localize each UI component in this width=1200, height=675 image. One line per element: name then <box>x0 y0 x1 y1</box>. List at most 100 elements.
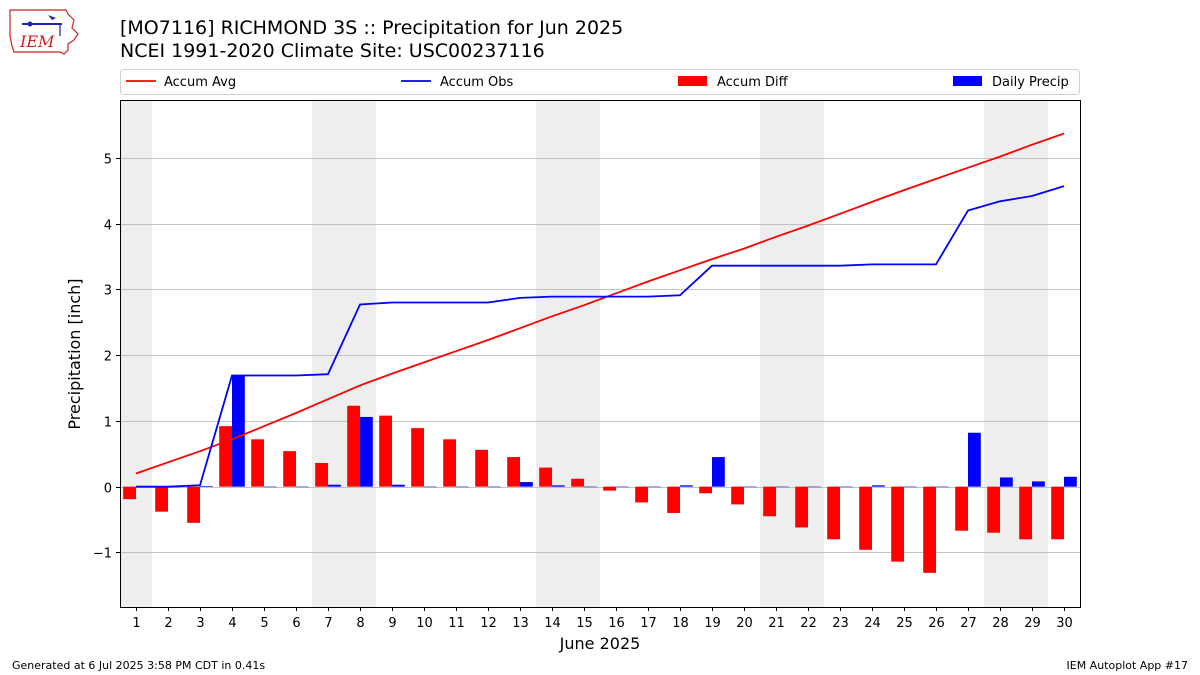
accum-diff-bar <box>443 439 456 487</box>
daily-precip-bar <box>872 485 885 487</box>
accum-diff-bar <box>379 415 392 487</box>
x-tick-label: 2 <box>164 616 172 631</box>
x-tick-label: 1 <box>132 616 140 631</box>
weekend-shading <box>120 100 1048 607</box>
y-tick-label: 1 <box>104 416 112 431</box>
accum-diff-bar <box>923 486 936 573</box>
accum-diff-bar <box>795 486 808 528</box>
accum-diff-bar <box>507 457 520 487</box>
x-tick-label: 14 <box>544 616 561 631</box>
daily-precip-bar <box>648 486 661 488</box>
daily-precip-bar <box>520 482 533 487</box>
daily-precip-bar <box>1064 476 1077 487</box>
accum-diff-bar <box>699 486 712 494</box>
y-tick-label: 4 <box>104 219 112 234</box>
accum-diff-bar <box>891 486 904 562</box>
x-tick-label: 28 <box>992 616 1009 631</box>
chart-title: [MO7116] RICHMOND 3S :: Precipitation fo… <box>120 17 624 39</box>
daily-precip-bar <box>360 416 373 487</box>
x-tick-label: 23 <box>832 616 849 631</box>
daily-precip-bar <box>296 486 309 488</box>
daily-precip-bar <box>1032 481 1045 487</box>
daily-precip-bar <box>808 486 821 488</box>
daily-precip-bar <box>712 457 725 487</box>
chart-subtitle: NCEI 1991-2020 Climate Site: USC00237116 <box>120 40 545 62</box>
legend-swatch-accum-diff <box>678 76 707 86</box>
y-axis-label: Precipitation [inch] <box>65 278 84 429</box>
x-tick-label: 10 <box>416 616 433 631</box>
x-tick-label: 4 <box>228 616 236 631</box>
y-tick-label: 3 <box>104 284 112 299</box>
accum-diff-bar <box>123 486 136 500</box>
plot-frame <box>120 100 1081 608</box>
x-tick-label: 19 <box>704 616 721 631</box>
daily-precip-bar <box>328 484 341 487</box>
x-tick-label: 24 <box>864 616 881 631</box>
daily-precip-bar <box>1000 477 1013 487</box>
accum-diff-bar <box>763 486 776 517</box>
y-tick-label: 5 <box>104 153 112 168</box>
x-tick-label: 15 <box>576 616 593 631</box>
x-tick-label: 17 <box>640 616 657 631</box>
legend-label-daily-precip: Daily Precip <box>992 75 1069 90</box>
daily-precip-bar <box>680 485 693 487</box>
accum-diff-bar <box>1051 486 1064 540</box>
logo-text: IEM <box>19 32 55 51</box>
accum-diff-bar <box>251 439 264 487</box>
daily-precip-bar <box>200 486 213 487</box>
y-tick-label: −1 <box>93 547 112 562</box>
logo-vane-icon <box>48 15 56 20</box>
app-credit: IEM Autoplot App #17 <box>1066 659 1189 672</box>
accum-diff-bar <box>219 426 232 487</box>
x-tick-label: 18 <box>672 616 689 631</box>
accum-diff-bar <box>283 451 296 487</box>
accum-diff-bar <box>955 486 968 531</box>
x-tick-label: 7 <box>324 616 332 631</box>
daily-precip-bar <box>616 486 629 488</box>
x-tick-label: 30 <box>1056 616 1073 631</box>
x-tick-label: 3 <box>196 616 204 631</box>
accum-diff-bar <box>731 486 744 505</box>
x-tick-label: 13 <box>512 616 529 631</box>
legend-label-accum-obs: Accum Obs <box>440 75 513 90</box>
accum-diff-bar <box>1019 486 1032 540</box>
x-axis-label: June 2025 <box>559 634 641 653</box>
x-tick-label: 12 <box>480 616 497 631</box>
accum-diff-bar <box>347 405 360 487</box>
daily-precip-bar <box>968 432 981 487</box>
daily-precip-bar <box>776 486 789 488</box>
daily-precip-bar <box>552 485 565 487</box>
iowa-state-outline <box>9 9 79 55</box>
logo-station-icon <box>27 21 33 27</box>
daily-precip-bar <box>232 375 245 487</box>
accum-diff-bar <box>475 449 488 487</box>
accum-diff-bar <box>571 478 584 487</box>
accum-obs-line <box>136 185 1065 488</box>
accum-diff-bar <box>411 428 424 487</box>
y-tick-label: 2 <box>104 350 112 365</box>
x-tick-label: 25 <box>896 616 913 631</box>
accum-avg-line <box>135 132 1065 475</box>
weekend-shade-1 <box>312 100 376 607</box>
bars <box>123 375 1077 573</box>
x-tick-label: 9 <box>388 616 396 631</box>
legend-label-accum-diff: Accum Diff <box>717 75 789 90</box>
daily-precip-bar <box>264 486 277 488</box>
weekend-shade-2 <box>536 100 600 607</box>
daily-precip-bar <box>840 486 853 488</box>
daily-precip-bar <box>424 486 437 488</box>
x-tick-label: 16 <box>608 616 625 631</box>
iem-logo: IEM <box>9 9 79 55</box>
x-tick-label: 6 <box>292 616 300 631</box>
accum-diff-bar <box>859 486 872 550</box>
accum-diff-bar <box>987 486 1000 533</box>
accum-diff-bar <box>187 486 200 523</box>
accum-diff-bar <box>603 486 616 491</box>
generated-timestamp: Generated at 6 Jul 2025 3:58 PM CDT in 0… <box>12 659 266 672</box>
daily-precip-bar <box>744 486 757 488</box>
y-tick-label: 0 <box>104 482 112 497</box>
legend-box <box>120 69 1080 95</box>
x-tick-label: 20 <box>736 616 753 631</box>
